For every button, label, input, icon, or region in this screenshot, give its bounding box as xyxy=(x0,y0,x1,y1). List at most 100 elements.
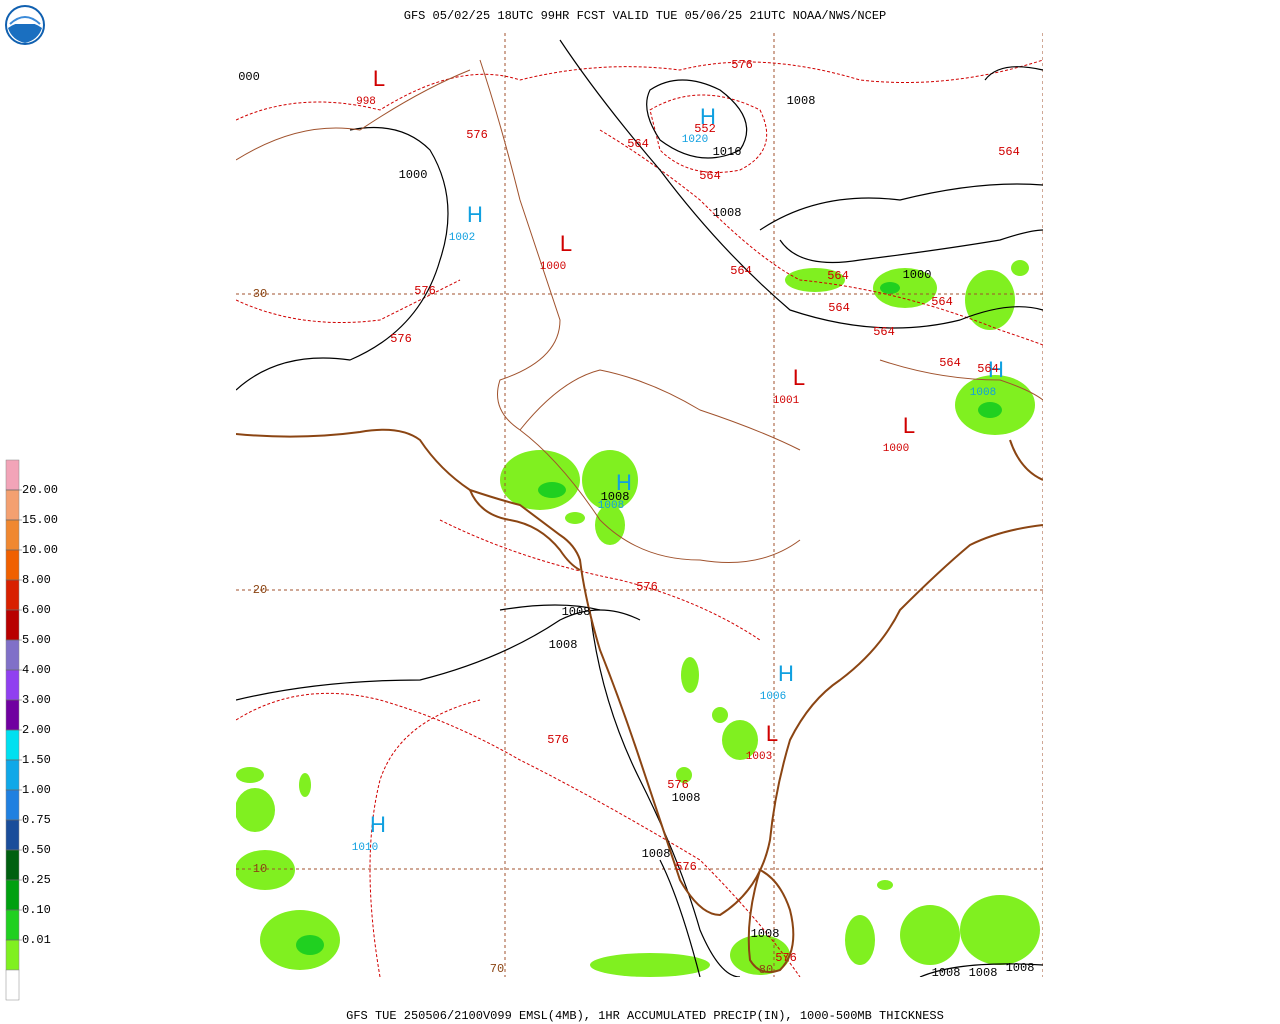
legend-label: 0.01 xyxy=(22,933,51,947)
graticule-label: 30 xyxy=(253,287,267,301)
pressure-center-symbol: H xyxy=(988,357,1004,382)
isobar-label: 1008 xyxy=(1006,961,1035,975)
legend-label: 1.50 xyxy=(22,753,51,767)
pressure-center-symbol: H xyxy=(467,202,483,227)
legend-swatch xyxy=(5,609,20,641)
legend-swatch xyxy=(5,579,20,611)
pressure-center-value: 1002 xyxy=(449,232,475,244)
legend-swatch xyxy=(5,819,20,851)
graticule-label: 70 xyxy=(490,962,504,976)
pressure-center-symbol: L xyxy=(793,365,805,390)
thickness-label: 564 xyxy=(998,145,1020,159)
legend-swatch xyxy=(5,849,20,881)
legend-swatch xyxy=(5,879,20,911)
isobar-label: 1008 xyxy=(751,927,780,941)
isobar-label: 1008 xyxy=(549,638,578,652)
legend-label: 8.00 xyxy=(22,573,51,587)
isobar-label: 1016 xyxy=(713,145,742,159)
thickness-label: 564 xyxy=(730,264,752,278)
thickness-label: 576 xyxy=(547,733,569,747)
coastline xyxy=(236,428,1043,973)
graticule-label: 10 xyxy=(253,862,267,876)
isobar-label: 1008 xyxy=(713,206,742,220)
legend-label: 5.00 xyxy=(22,633,51,647)
isobar-label: 1008 xyxy=(969,966,998,980)
isobars xyxy=(236,39,1043,977)
thickness-label: 576 xyxy=(675,860,697,874)
thickness-label: 576 xyxy=(466,128,488,142)
pressure-center-value: 1008 xyxy=(598,500,624,512)
graticule-label: 80 xyxy=(759,963,773,977)
thickness-label: 576 xyxy=(775,951,797,965)
graticule xyxy=(236,33,1043,977)
legend-swatch xyxy=(5,939,20,971)
thickness-label: 564 xyxy=(827,269,849,283)
legend: 20.00 15.00 10.00 8.00 6.00 5.00 4.00 3.00 2.00 1… xyxy=(5,459,58,1001)
thickness-label: 576 xyxy=(414,284,436,298)
legend-label: 2.00 xyxy=(22,723,51,737)
thickness-label: 564 xyxy=(939,356,961,370)
legend-swatch xyxy=(5,699,20,731)
legend-label: 0.10 xyxy=(22,903,51,917)
thickness-label: 564 xyxy=(828,301,850,315)
precip-areas xyxy=(236,260,1040,977)
legend-swatch xyxy=(5,909,20,941)
pressure-center-symbol: L xyxy=(560,231,572,256)
isobar-label: 1008 xyxy=(932,966,961,980)
legend-label: 0.75 xyxy=(22,813,51,827)
legend-swatch xyxy=(5,519,20,551)
thickness-contours xyxy=(236,59,1043,977)
thickness-label: 576 xyxy=(731,58,753,72)
map-area xyxy=(236,33,1043,977)
thickness-label: 576 xyxy=(636,580,658,594)
legend-swatch xyxy=(5,669,20,701)
pressure-center-value: 1008 xyxy=(970,387,996,399)
noaa-logo xyxy=(5,5,45,45)
legend-label: 20.00 xyxy=(22,483,58,497)
isobar-label: 1008 xyxy=(642,847,671,861)
pressure-center-symbol: L xyxy=(903,413,915,438)
pressure-center-symbol: H xyxy=(370,812,386,837)
legend-swatch xyxy=(5,549,20,581)
thickness-label: 564 xyxy=(931,295,953,309)
legend-swatch xyxy=(5,789,20,821)
title: GFS 05/02/25 18UTC 99HR FCST VALID TUE 0… xyxy=(404,9,886,23)
legend-swatch xyxy=(5,969,20,1001)
legend-label: 4.00 xyxy=(22,663,51,677)
pressure-center-value: 1020 xyxy=(682,134,708,146)
thickness-label: 576 xyxy=(667,778,689,792)
pressure-center-symbol: H xyxy=(778,661,794,686)
borders xyxy=(236,59,1043,563)
pressure-center-value: 998 xyxy=(356,96,376,108)
thickness-label: 564 xyxy=(977,362,999,376)
thickness-label: 564 xyxy=(873,325,895,339)
legend-swatch xyxy=(5,639,20,671)
isobar-label: 1000 xyxy=(903,268,932,282)
legend-label: 0.50 xyxy=(22,843,51,857)
thickness-label: 564 xyxy=(627,137,649,151)
legend-label: 0.25 xyxy=(22,873,51,887)
map-frame xyxy=(236,33,1043,977)
legend-label: 6.00 xyxy=(22,603,51,617)
pressure-center-symbol: H xyxy=(616,470,632,495)
pressure-center-symbol: H xyxy=(700,104,716,129)
isobar-label: 1008 xyxy=(787,94,816,108)
legend-label: 10.00 xyxy=(22,543,58,557)
footer-caption: GFS TUE 250506/2100V099 EMSL(4MB), 1HR A… xyxy=(346,1009,944,1023)
pressure-center-symbol: L xyxy=(766,721,778,746)
legend-swatch xyxy=(5,459,20,491)
thickness-label: 576 xyxy=(390,332,412,346)
thickness-label: 552 xyxy=(694,122,716,136)
pressure-center-value: 1000 xyxy=(540,261,566,273)
pressure-center-symbol: L xyxy=(373,66,385,91)
pressure-center-value: 1001 xyxy=(773,395,800,407)
pressure-center-value: 1010 xyxy=(352,842,378,854)
isobar-label: 1008 xyxy=(601,490,630,504)
pressure-center-value: 1003 xyxy=(746,751,772,763)
isobar-label: 1008 xyxy=(672,791,701,805)
pressure-center-value: 1006 xyxy=(760,691,786,703)
pressure-center-value: 1000 xyxy=(883,443,909,455)
thickness-label: 564 xyxy=(699,169,721,183)
